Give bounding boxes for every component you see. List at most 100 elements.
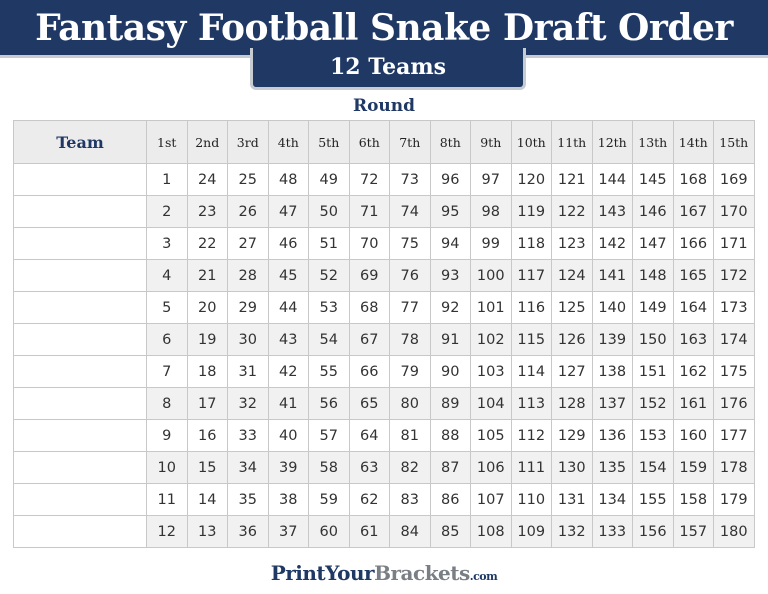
- pick-cell: 118: [510, 227, 552, 260]
- pick-cell: 179: [713, 483, 755, 516]
- pick-cell: 29: [227, 291, 269, 324]
- pick-cell: 175: [713, 355, 755, 388]
- pick-cell: 157: [672, 515, 714, 548]
- pick-cell: 93: [429, 259, 471, 292]
- pick-cell: 83: [389, 483, 431, 516]
- pick-cell: 12: [146, 515, 188, 548]
- pick-cell: 25: [227, 163, 269, 196]
- team-name-cell[interactable]: [13, 163, 147, 196]
- team-name-cell[interactable]: [13, 259, 147, 292]
- table-row: 6 19 30 43 54 67 78 91 102 115 126 139 150 163 174: [13, 323, 755, 356]
- subtitle: 12 Teams: [329, 54, 447, 80]
- pick-cell: 80: [389, 387, 431, 420]
- pick-cell: 27: [227, 227, 269, 260]
- pick-cell: 103: [470, 355, 512, 388]
- team-name-cell[interactable]: [13, 451, 147, 484]
- pick-cell: 24: [186, 163, 228, 196]
- pick-cell: 28: [227, 259, 269, 292]
- pick-cell: 31: [227, 355, 269, 388]
- pick-cell: 54: [308, 323, 350, 356]
- pick-cell: 35: [227, 483, 269, 516]
- pick-cell: 133: [591, 515, 633, 548]
- pick-cell: 70: [348, 227, 390, 260]
- pick-cell: 110: [510, 483, 552, 516]
- pick-cell: 38: [267, 483, 309, 516]
- pick-cell: 106: [470, 451, 512, 484]
- pick-cell: 5: [146, 291, 188, 324]
- team-name-cell[interactable]: [13, 195, 147, 228]
- pick-cell: 152: [632, 387, 674, 420]
- pick-cell: 145: [632, 163, 674, 196]
- team-name-cell[interactable]: [13, 419, 147, 452]
- pick-cell: 79: [389, 355, 431, 388]
- page-title: Fantasy Football Snake Draft Order: [35, 7, 733, 49]
- pick-cell: 134: [591, 483, 633, 516]
- pick-cell: 101: [470, 291, 512, 324]
- pick-cell: 136: [591, 419, 633, 452]
- pick-cell: 117: [510, 259, 552, 292]
- pick-cell: 90: [429, 355, 471, 388]
- pick-cell: 92: [429, 291, 471, 324]
- table-row: 2 23 26 47 50 71 74 95 98 119 122 143 146 167 170: [13, 195, 755, 228]
- pick-cell: 130: [551, 451, 593, 484]
- pick-cell: 53: [308, 291, 350, 324]
- pick-cell: 69: [348, 259, 390, 292]
- teams-count-tab: 12 Teams: [250, 48, 526, 90]
- table-row: 1 24 25 48 49 72 73 96 97 120 121 144 145 168 169: [13, 163, 755, 196]
- pick-cell: 60: [308, 515, 350, 548]
- print-your-brackets-logo: PrintYourBrackets.com: [0, 560, 768, 590]
- pick-cell: 18: [186, 355, 228, 388]
- team-name-cell[interactable]: [13, 355, 147, 388]
- pick-cell: 142: [591, 227, 633, 260]
- pick-cell: 143: [591, 195, 633, 228]
- pick-cell: 126: [551, 323, 593, 356]
- pick-cell: 135: [591, 451, 633, 484]
- pick-cell: 88: [429, 419, 471, 452]
- pick-cell: 51: [308, 227, 350, 260]
- team-name-cell[interactable]: [13, 227, 147, 260]
- team-name-cell[interactable]: [13, 291, 147, 324]
- pick-cell: 86: [429, 483, 471, 516]
- logo-part-1: PrintYour: [270, 561, 375, 585]
- round-header: 12th: [591, 120, 633, 164]
- pick-cell: 122: [551, 195, 593, 228]
- pick-cell: 164: [672, 291, 714, 324]
- team-name-cell[interactable]: [13, 515, 147, 548]
- pick-cell: 108: [470, 515, 512, 548]
- pick-cell: 140: [591, 291, 633, 324]
- pick-cell: 153: [632, 419, 674, 452]
- pick-cell: 158: [672, 483, 714, 516]
- logo-part-2: Brackets: [374, 561, 470, 585]
- pick-cell: 3: [146, 227, 188, 260]
- pick-cell: 170: [713, 195, 755, 228]
- pick-cell: 74: [389, 195, 431, 228]
- pick-cell: 46: [267, 227, 309, 260]
- pick-cell: 95: [429, 195, 471, 228]
- pick-cell: 14: [186, 483, 228, 516]
- pick-cell: 128: [551, 387, 593, 420]
- pick-cell: 22: [186, 227, 228, 260]
- pick-cell: 161: [672, 387, 714, 420]
- pick-cell: 144: [591, 163, 633, 196]
- pick-cell: 139: [591, 323, 633, 356]
- team-name-cell[interactable]: [13, 387, 147, 420]
- pick-cell: 116: [510, 291, 552, 324]
- team-name-cell[interactable]: [13, 483, 147, 516]
- pick-cell: 55: [308, 355, 350, 388]
- pick-cell: 104: [470, 387, 512, 420]
- pick-cell: 34: [227, 451, 269, 484]
- pick-cell: 96: [429, 163, 471, 196]
- pick-cell: 167: [672, 195, 714, 228]
- pick-cell: 160: [672, 419, 714, 452]
- logo-part-3: .com: [469, 570, 498, 583]
- pick-cell: 81: [389, 419, 431, 452]
- pick-cell: 102: [470, 323, 512, 356]
- pick-cell: 59: [308, 483, 350, 516]
- team-name-cell[interactable]: [13, 323, 147, 356]
- pick-cell: 163: [672, 323, 714, 356]
- round-header: 8th: [429, 120, 471, 164]
- pick-cell: 6: [146, 323, 188, 356]
- pick-cell: 36: [227, 515, 269, 548]
- pick-cell: 30: [227, 323, 269, 356]
- pick-cell: 56: [308, 387, 350, 420]
